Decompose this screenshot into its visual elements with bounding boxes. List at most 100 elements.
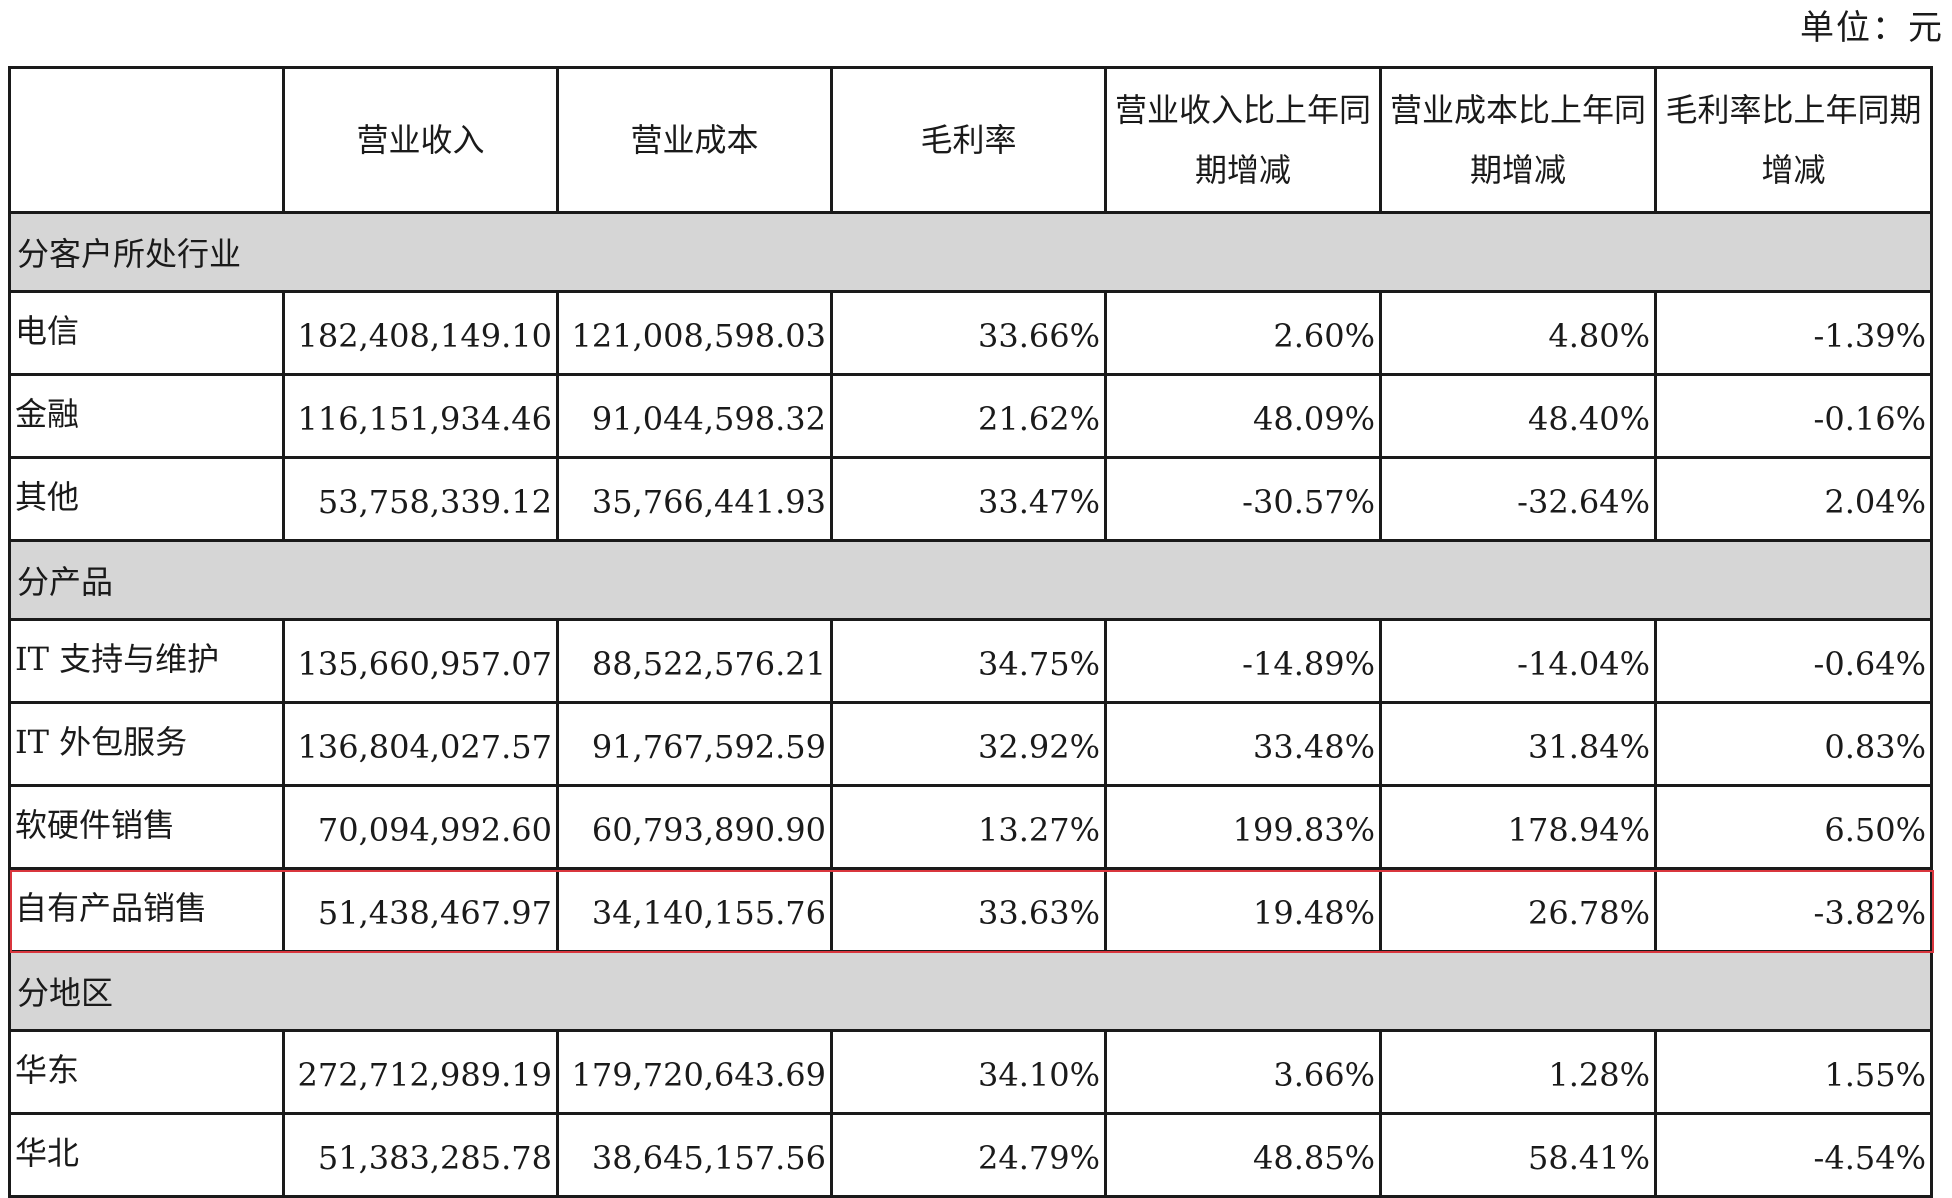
row-label-cell: IT 支持与维护 <box>8 618 285 704</box>
row-label-cell: 华东 <box>8 1029 285 1115</box>
margin-cell: 24.79% <box>830 1112 1107 1198</box>
margin-yoy-cell: 0.83% <box>1654 701 1933 787</box>
revenue-yoy-cell: 19.48% <box>1104 867 1382 953</box>
table-body: 分客户所处行业 电信 182,408,149.10 121,008,598.03 33.… <box>8 211 1933 1198</box>
cost-yoy-cell: 26.78% <box>1379 867 1657 953</box>
section-title: 分产品 <box>8 539 1933 621</box>
cost-cell: 60,793,890.90 <box>556 784 833 870</box>
margin-cell: 13.27% <box>830 784 1107 870</box>
revenue-yoy-cell: 48.09% <box>1104 373 1382 459</box>
table-row: 华北 51,383,285.78 38,645,157.56 24.79% 48.85%… <box>8 1112 1933 1198</box>
cost-yoy-cell: -32.64% <box>1379 456 1657 542</box>
cost-cell: 179,720,643.69 <box>556 1029 833 1115</box>
revenue-cell: 272,712,989.19 <box>282 1029 559 1115</box>
margin-yoy-cell: -3.82% <box>1654 867 1933 953</box>
cost-yoy-cell: 58.41% <box>1379 1112 1657 1198</box>
margin-cell: 33.47% <box>830 456 1107 542</box>
header-row: 营业收入 营业成本 毛利率 营业收入比上年同期增减 营业成本比上年同期增减 毛利… <box>8 66 1933 214</box>
cost-cell: 35,766,441.93 <box>556 456 833 542</box>
cost-yoy-cell: -14.04% <box>1379 618 1657 704</box>
header-cell-gross-margin: 毛利率 <box>830 66 1107 214</box>
margin-yoy-cell: -1.39% <box>1654 290 1933 376</box>
table-row: 自有产品销售 51,438,467.97 34,140,155.76 33.63% 19… <box>8 867 1933 953</box>
cost-cell: 91,044,598.32 <box>556 373 833 459</box>
cost-cell: 88,522,576.21 <box>556 618 833 704</box>
margin-cell: 21.62% <box>830 373 1107 459</box>
margin-cell: 32.92% <box>830 701 1107 787</box>
revenue-yoy-cell: 2.60% <box>1104 290 1382 376</box>
financial-table-container: 营业收入 营业成本 毛利率 营业收入比上年同期增减 营业成本比上年同期增减 毛利… <box>8 66 1933 1198</box>
revenue-cell: 182,408,149.10 <box>282 290 559 376</box>
row-label: 软硬件销售 <box>15 806 176 844</box>
cost-cell: 121,008,598.03 <box>556 290 833 376</box>
cost-cell: 38,645,157.56 <box>556 1112 833 1198</box>
cost-yoy-cell: 1.28% <box>1379 1029 1657 1115</box>
revenue-yoy-cell: 48.85% <box>1104 1112 1382 1198</box>
cost-yoy-cell: 178.94% <box>1379 784 1657 870</box>
header-cell-cost: 营业成本 <box>556 66 833 214</box>
row-label: IT 外包服务 <box>15 723 188 761</box>
table-row: 其他 53,758,339.12 35,766,441.93 33.47% -30.57… <box>8 456 1933 542</box>
header-cell-margin-yoy: 毛利率比上年同期增减 <box>1654 66 1933 214</box>
cost-yoy-cell: 31.84% <box>1379 701 1657 787</box>
row-label: IT 支持与维护 <box>15 640 220 678</box>
table-row: 软硬件销售 70,094,992.60 60,793,890.90 13.27% 199… <box>8 784 1933 870</box>
table-row: IT 支持与维护 135,660,957.07 88,522,576.21 34.75… <box>8 618 1933 704</box>
revenue-cell: 116,151,934.46 <box>282 373 559 459</box>
margin-cell: 34.75% <box>830 618 1107 704</box>
row-label-cell: IT 外包服务 <box>8 701 285 787</box>
row-label-cell: 其他 <box>8 456 285 542</box>
row-label: 华东 <box>15 1051 80 1089</box>
header-cell-category <box>8 66 285 214</box>
revenue-cell: 135,660,957.07 <box>282 618 559 704</box>
table-header: 营业收入 营业成本 毛利率 营业收入比上年同期增减 营业成本比上年同期增减 毛利… <box>8 66 1933 214</box>
header-cell-revenue-yoy: 营业收入比上年同期增减 <box>1104 66 1382 214</box>
row-label: 自有产品销售 <box>15 889 208 927</box>
row-label-cell: 金融 <box>8 373 285 459</box>
table-row: 金融 116,151,934.46 91,044,598.32 21.62% 48.09… <box>8 373 1933 459</box>
section-row: 分客户所处行业 <box>8 211 1933 293</box>
margin-yoy-cell: 2.04% <box>1654 456 1933 542</box>
margin-yoy-cell: -4.54% <box>1654 1112 1933 1198</box>
margin-yoy-cell: -0.16% <box>1654 373 1933 459</box>
section-title: 分地区 <box>8 950 1933 1032</box>
table-row: 电信 182,408,149.10 121,008,598.03 33.66% 2.60… <box>8 290 1933 376</box>
revenue-yoy-cell: 199.83% <box>1104 784 1382 870</box>
revenue-cell: 136,804,027.57 <box>282 701 559 787</box>
row-label-cell: 自有产品销售 <box>8 867 285 953</box>
table-row: 华东 272,712,989.19 179,720,643.69 34.10% 3.66… <box>8 1029 1933 1115</box>
row-label-cell: 华北 <box>8 1112 285 1198</box>
financial-table: 营业收入 营业成本 毛利率 营业收入比上年同期增减 营业成本比上年同期增减 毛利… <box>8 66 1933 1198</box>
section-row: 分地区 <box>8 950 1933 1032</box>
revenue-cell: 51,438,467.97 <box>282 867 559 953</box>
section-title: 分客户所处行业 <box>8 211 1933 293</box>
margin-yoy-cell: -0.64% <box>1654 618 1933 704</box>
cost-cell: 34,140,155.76 <box>556 867 833 953</box>
revenue-cell: 70,094,992.60 <box>282 784 559 870</box>
header-cell-cost-yoy: 营业成本比上年同期增减 <box>1379 66 1657 214</box>
margin-yoy-cell: 6.50% <box>1654 784 1933 870</box>
unit-label: 单位：元 <box>1800 8 1944 48</box>
row-label: 其他 <box>15 478 80 516</box>
revenue-yoy-cell: 3.66% <box>1104 1029 1382 1115</box>
cost-yoy-cell: 48.40% <box>1379 373 1657 459</box>
margin-cell: 33.63% <box>830 867 1107 953</box>
margin-cell: 34.10% <box>830 1029 1107 1115</box>
row-label: 华北 <box>15 1134 80 1172</box>
row-label-cell: 电信 <box>8 290 285 376</box>
revenue-yoy-cell: -30.57% <box>1104 456 1382 542</box>
margin-cell: 33.66% <box>830 290 1107 376</box>
row-label-cell: 软硬件销售 <box>8 784 285 870</box>
cost-cell: 91,767,592.59 <box>556 701 833 787</box>
revenue-cell: 53,758,339.12 <box>282 456 559 542</box>
section-row: 分产品 <box>8 539 1933 621</box>
row-label: 电信 <box>15 312 80 350</box>
row-label: 金融 <box>15 395 80 433</box>
header-cell-revenue: 营业收入 <box>282 66 559 214</box>
table-row: IT 外包服务 136,804,027.57 91,767,592.59 32.92%… <box>8 701 1933 787</box>
margin-yoy-cell: 1.55% <box>1654 1029 1933 1115</box>
cost-yoy-cell: 4.80% <box>1379 290 1657 376</box>
revenue-cell: 51,383,285.78 <box>282 1112 559 1198</box>
revenue-yoy-cell: -14.89% <box>1104 618 1382 704</box>
revenue-yoy-cell: 33.48% <box>1104 701 1382 787</box>
